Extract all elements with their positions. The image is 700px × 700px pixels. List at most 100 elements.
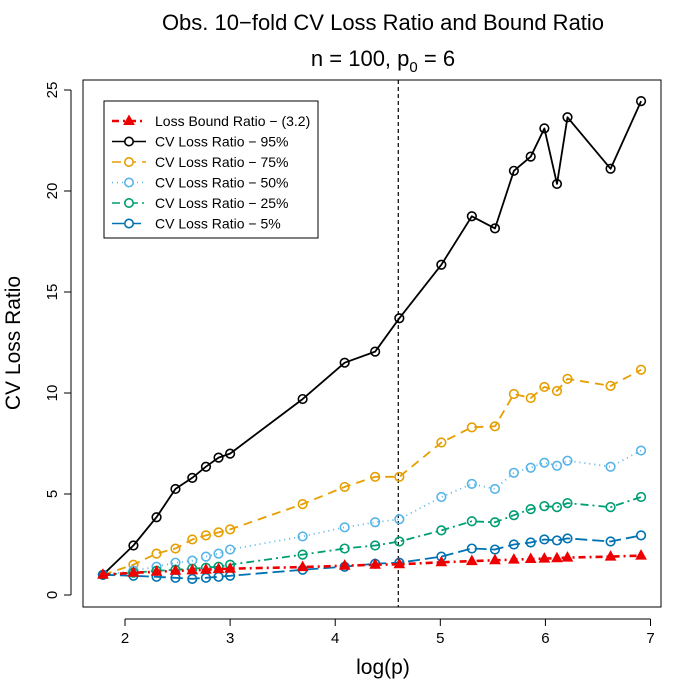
data-point [539, 457, 550, 468]
data-point [436, 491, 447, 503]
x-axis-label: log(p) [356, 656, 410, 679]
legend-label: CV Loss Ratio − 50% [155, 175, 288, 191]
data-point [213, 571, 224, 582]
data-point [394, 536, 405, 547]
legend-marker [124, 157, 135, 168]
series-cv-loss-ratio-95 [97, 96, 647, 580]
legend-marker [124, 136, 135, 147]
data-point [200, 461, 212, 472]
data-point [393, 557, 406, 569]
x-tick-label: 4 [331, 630, 339, 647]
plot-area [97, 80, 647, 607]
data-point [170, 483, 181, 495]
data-point [551, 551, 563, 563]
y-tick-label: 25 [44, 82, 61, 99]
y-tick-label: 5 [44, 490, 61, 498]
chart-title: Obs. 10−fold CV Loss Ratio and Bound Rat… [162, 10, 604, 35]
data-point [394, 514, 405, 525]
data-point [551, 385, 563, 397]
data-point [489, 544, 501, 555]
y-axis-label: CV Loss Ratio [2, 276, 25, 410]
chart-subtitle-suffix: = 6 [418, 46, 455, 71]
data-point [635, 364, 647, 375]
data-point [224, 562, 236, 573]
data-point [605, 502, 616, 513]
data-point [339, 522, 350, 533]
data-point [466, 516, 477, 527]
data-point [561, 551, 574, 562]
data-point [562, 112, 573, 123]
legend-label: CV Loss Ratio − 95% [155, 134, 288, 150]
data-point [562, 533, 573, 544]
data-point [339, 543, 350, 554]
legend-item: CV Loss Ratio − 50% [112, 175, 288, 191]
data-point [436, 437, 447, 448]
data-point [539, 123, 550, 134]
data-point [525, 392, 536, 404]
data-point [435, 555, 448, 567]
data-point [539, 381, 550, 393]
data-point [605, 380, 616, 392]
data-point [635, 549, 647, 560]
data-point [466, 478, 477, 490]
data-point [297, 393, 308, 405]
legend-item: Loss Bound Ratio − (3.2) [112, 113, 310, 129]
legend-marker [124, 218, 135, 229]
axes: 2 3 4 5 6 7 0 5 10 15 20 25 [44, 82, 655, 647]
data-point [489, 223, 501, 234]
legend-item: CV Loss Ratio − 95% [112, 134, 288, 150]
data-point [339, 357, 350, 368]
data-point [508, 388, 519, 400]
data-point [127, 566, 140, 577]
y-tick-label: 10 [44, 385, 61, 402]
data-point [466, 211, 477, 222]
data-point [466, 422, 477, 433]
x-tick-label: 2 [121, 630, 129, 647]
data-point [551, 502, 563, 513]
data-point [200, 530, 212, 541]
data-point [225, 448, 236, 459]
x-tick-label: 3 [226, 630, 234, 647]
data-point [538, 552, 551, 563]
data-point [213, 527, 224, 538]
legend-marker [123, 114, 135, 125]
data-point [338, 559, 351, 570]
data-point [151, 548, 162, 559]
legend-item: CV Loss Ratio − 25% [112, 195, 288, 211]
data-point [370, 540, 381, 551]
data-point [370, 346, 381, 357]
data-point [394, 313, 405, 324]
data-point [296, 560, 309, 572]
series-line [102, 100, 642, 576]
data-point [187, 472, 198, 483]
legend-label: CV Loss Ratio − 75% [155, 154, 288, 170]
data-point [551, 535, 563, 546]
data-point [635, 445, 647, 456]
data-point [225, 570, 236, 581]
data-point [635, 96, 647, 107]
data-point [297, 549, 308, 560]
data-point [605, 461, 616, 472]
data-point [151, 512, 162, 523]
legend-item: CV Loss Ratio − 75% [112, 154, 288, 170]
data-point [187, 534, 198, 545]
chart-subtitle-subscript: 0 [409, 59, 417, 76]
legend-item: CV Loss Ratio − 5% [112, 216, 281, 232]
data-point [605, 163, 616, 174]
data-point [466, 543, 477, 554]
data-point [489, 421, 501, 432]
chart-subtitle: n = 100, p0 = 6 [311, 46, 455, 76]
legend-label: CV Loss Ratio − 5% [155, 216, 281, 232]
y-tick-label: 15 [44, 284, 61, 301]
legend-label: Loss Bound Ratio − (3.2) [155, 113, 310, 129]
data-point [539, 534, 550, 545]
chart-subtitle-prefix: n = 100, p [311, 46, 409, 71]
legend-marker [124, 177, 135, 188]
y-tick-label: 20 [44, 183, 61, 200]
data-point [436, 259, 447, 270]
series-line [102, 496, 642, 576]
series-line [102, 534, 642, 580]
data-point [213, 452, 224, 463]
plot-frame [82, 79, 662, 608]
y-tick-label: 0 [44, 591, 61, 599]
